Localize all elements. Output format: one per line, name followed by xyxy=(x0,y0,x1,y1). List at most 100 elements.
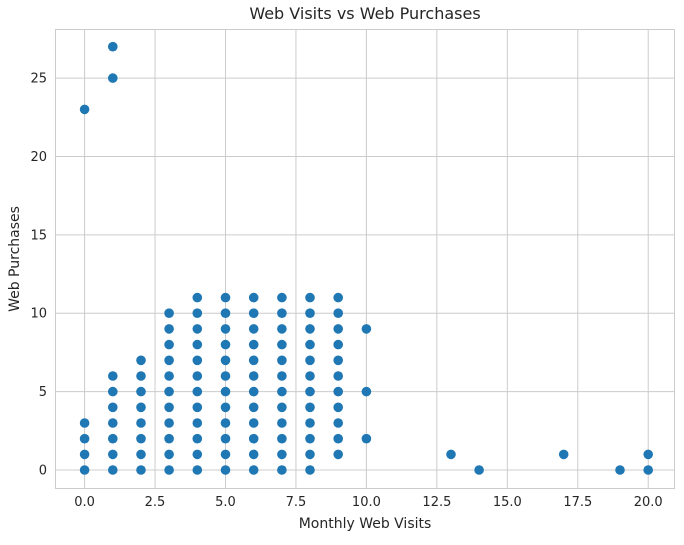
data-point xyxy=(361,433,372,444)
data-point xyxy=(79,465,90,475)
data-point xyxy=(220,371,231,381)
data-point xyxy=(136,449,146,460)
plot-border xyxy=(55,29,675,489)
data-point xyxy=(164,386,174,397)
data-point xyxy=(248,386,259,397)
y-tick-label: 15 xyxy=(30,228,47,243)
data-point xyxy=(220,308,231,319)
data-point xyxy=(248,465,259,475)
data-point xyxy=(220,386,231,397)
data-point xyxy=(220,402,231,413)
data-point xyxy=(220,433,231,444)
data-point xyxy=(164,433,174,444)
data-point xyxy=(164,465,174,475)
data-point xyxy=(305,433,315,444)
data-point xyxy=(248,308,259,319)
data-point xyxy=(79,433,90,444)
data-point xyxy=(643,449,653,460)
data-point xyxy=(333,324,344,334)
data-point xyxy=(248,433,259,444)
data-point xyxy=(277,433,287,444)
data-point xyxy=(79,418,90,428)
data-point xyxy=(192,386,203,397)
data-point xyxy=(305,324,315,334)
data-point xyxy=(643,465,653,475)
x-tick-label: 17.5 xyxy=(563,495,592,510)
data-point xyxy=(164,418,174,428)
x-tick-label: 0.0 xyxy=(74,495,95,510)
data-point xyxy=(361,324,372,334)
data-point xyxy=(248,449,259,460)
data-point xyxy=(164,324,174,334)
data-point xyxy=(305,418,315,428)
data-point xyxy=(305,355,315,366)
data-point xyxy=(248,418,259,428)
data-point xyxy=(333,402,344,413)
data-point xyxy=(248,339,259,350)
data-point xyxy=(248,292,259,303)
data-point xyxy=(108,433,118,444)
data-point xyxy=(277,355,287,366)
data-point xyxy=(192,355,203,366)
chart-title: Web Visits vs Web Purchases xyxy=(249,4,481,23)
data-point xyxy=(248,402,259,413)
data-point xyxy=(220,324,231,334)
data-point xyxy=(333,433,344,444)
data-point xyxy=(361,386,372,397)
data-point xyxy=(220,418,231,428)
data-point xyxy=(333,308,344,319)
data-point xyxy=(277,418,287,428)
y-tick-label: 20 xyxy=(30,150,47,165)
y-tick-label: 5 xyxy=(39,385,47,400)
data-point xyxy=(248,371,259,381)
data-point xyxy=(305,371,315,381)
x-tick-label: 10.0 xyxy=(352,495,381,510)
data-point xyxy=(108,418,118,428)
y-tick-label: 10 xyxy=(30,307,47,322)
data-point xyxy=(192,465,203,475)
data-point xyxy=(192,324,203,334)
data-point xyxy=(164,402,174,413)
data-point xyxy=(192,308,203,319)
data-point xyxy=(474,465,484,475)
data-point xyxy=(108,73,118,83)
data-point xyxy=(305,465,315,475)
data-point xyxy=(277,339,287,350)
data-point xyxy=(108,386,118,397)
y-tick-label: 25 xyxy=(30,72,47,87)
data-point xyxy=(136,433,146,444)
data-point xyxy=(136,465,146,475)
data-point xyxy=(192,339,203,350)
data-point xyxy=(192,433,203,444)
data-point xyxy=(305,386,315,397)
data-point xyxy=(164,449,174,460)
data-point xyxy=(277,324,287,334)
data-point xyxy=(277,465,287,475)
data-point xyxy=(192,449,203,460)
data-point xyxy=(277,386,287,397)
data-point xyxy=(220,339,231,350)
data-point xyxy=(277,402,287,413)
data-point xyxy=(192,402,203,413)
data-point xyxy=(136,402,146,413)
x-tick-label: 20.0 xyxy=(634,495,663,510)
data-point xyxy=(192,371,203,381)
data-point xyxy=(277,308,287,319)
x-tick-label: 5.0 xyxy=(215,495,236,510)
x-tick-label: 7.5 xyxy=(286,495,307,510)
data-point xyxy=(136,418,146,428)
x-tick-label: 2.5 xyxy=(145,495,166,510)
data-point xyxy=(558,449,569,460)
x-tick-label: 15.0 xyxy=(493,495,522,510)
data-point xyxy=(615,465,625,475)
data-point xyxy=(333,292,344,303)
data-point xyxy=(164,355,174,366)
data-point xyxy=(136,355,146,366)
data-point xyxy=(164,339,174,350)
data-point xyxy=(248,355,259,366)
data-point xyxy=(333,449,344,460)
data-point xyxy=(164,308,174,319)
data-point xyxy=(277,292,287,303)
